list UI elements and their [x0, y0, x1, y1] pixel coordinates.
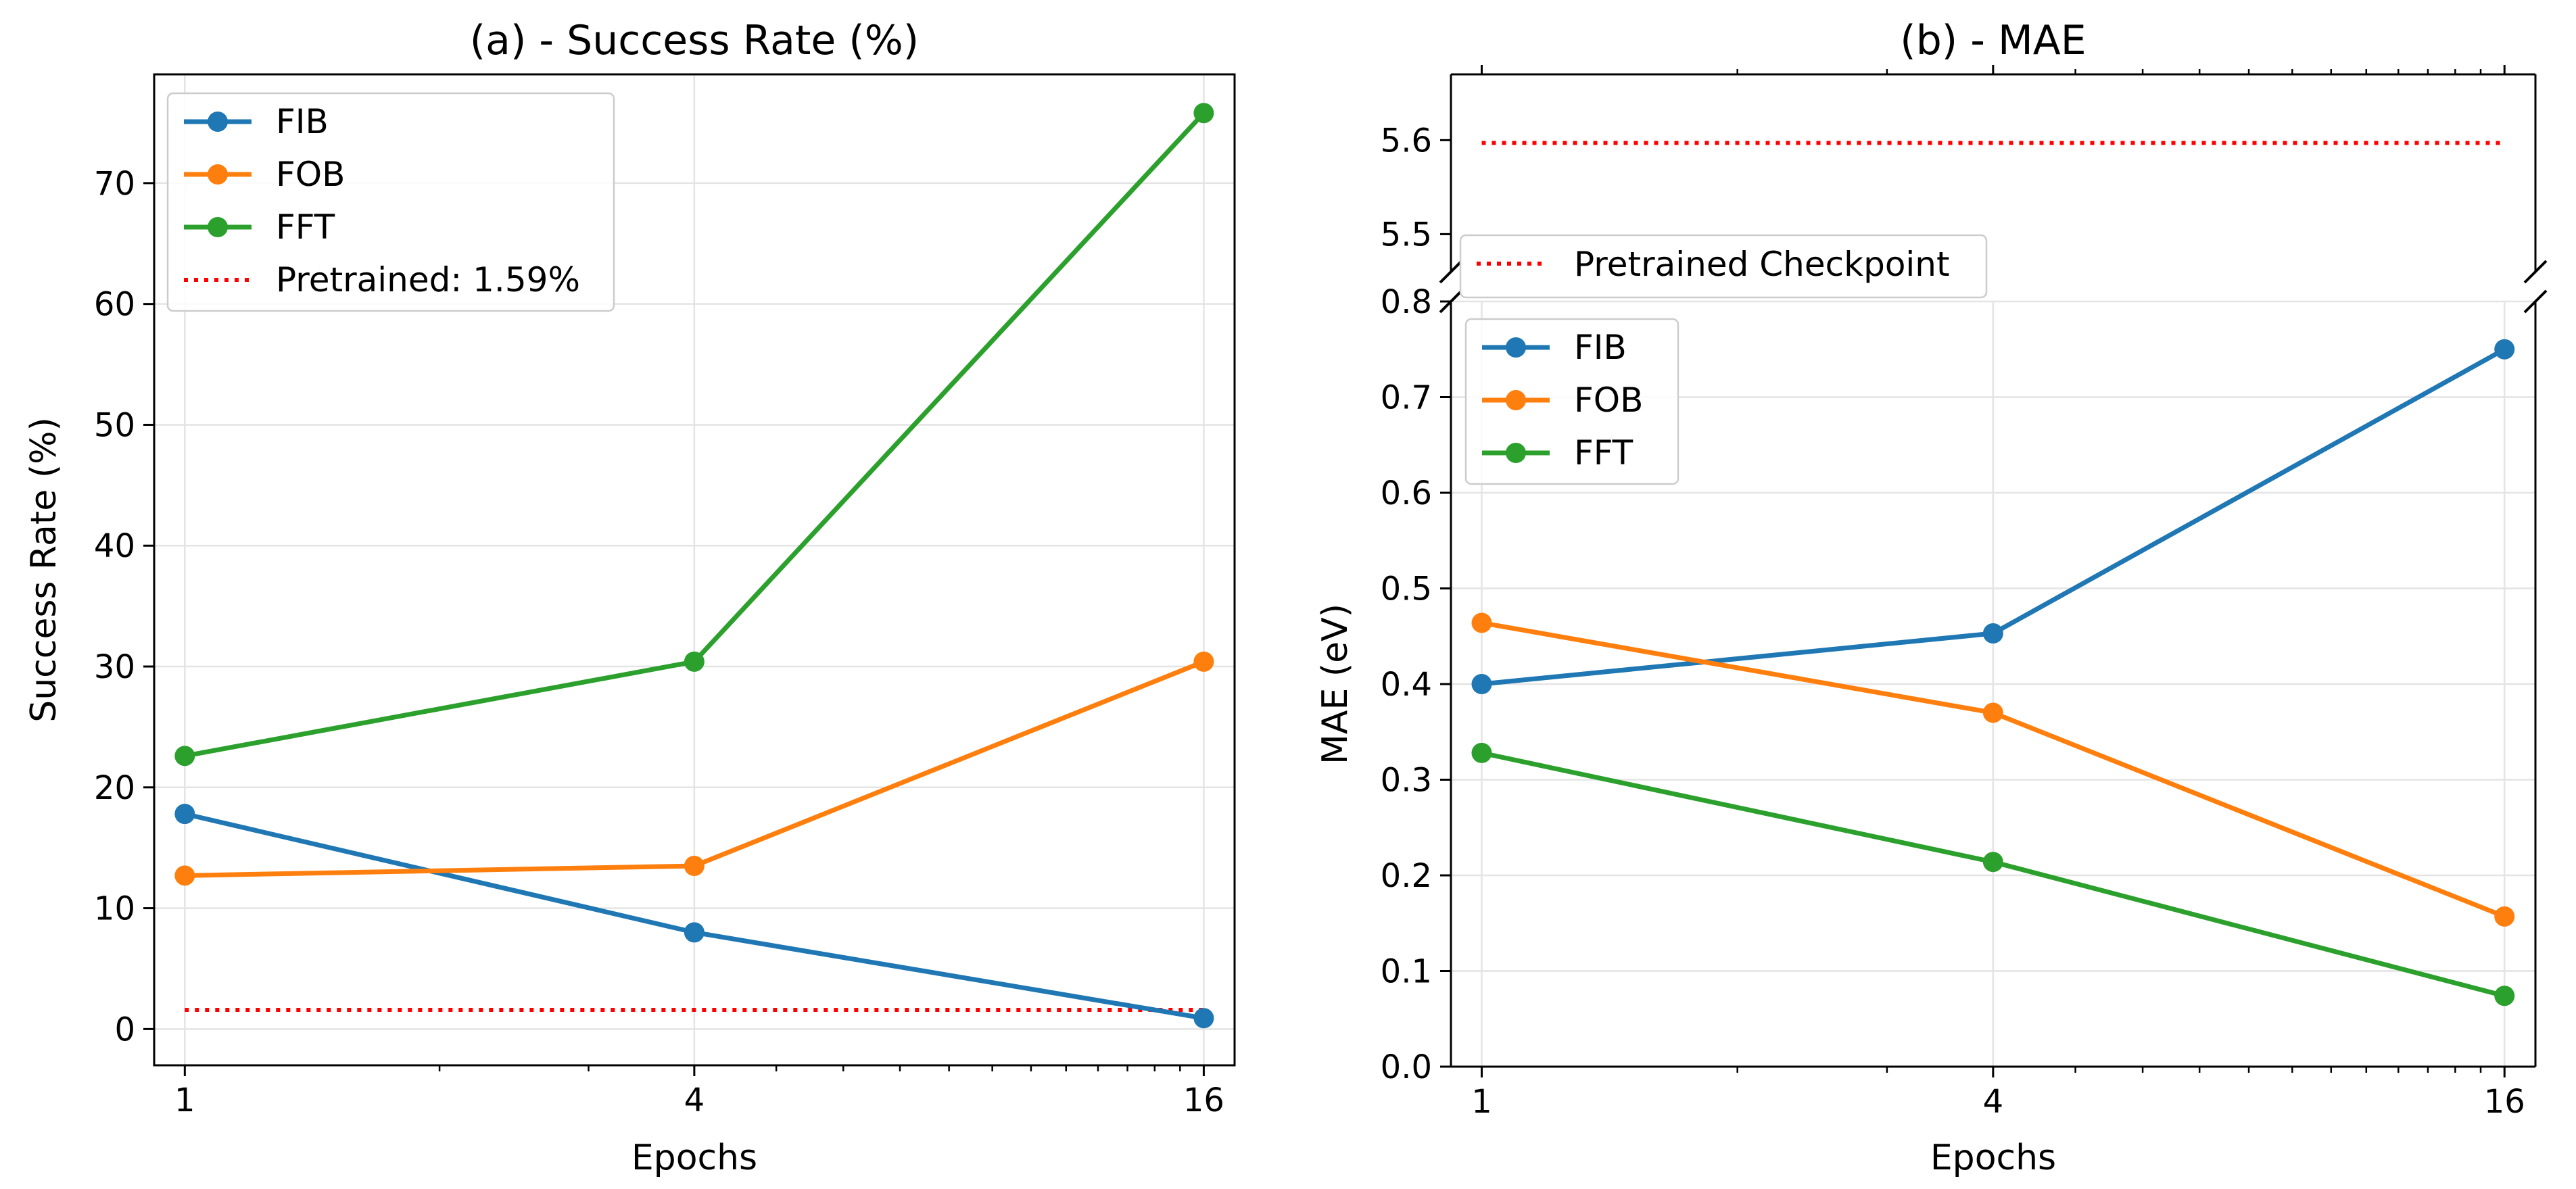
panel-success-rate: (a) - Success Rate (%) 0 10 20 30 40 50 60 70 1 4 1…: [24, 17, 1236, 1178]
x-axis-label: Epochs: [1930, 1138, 2056, 1178]
legend-label: FFT: [1574, 433, 1633, 472]
x-tick-label: 16: [2484, 1083, 2525, 1121]
y-tick-label: 50: [94, 406, 135, 444]
data-point-fib: [684, 922, 705, 943]
y-tick-label: 60: [94, 286, 135, 324]
data-point-fft: [1193, 103, 1214, 124]
data-point-fft: [1471, 742, 1492, 763]
data-point-fob: [1982, 702, 2003, 723]
y-axis-label: Success Rate (%): [24, 417, 64, 723]
legend-label: Pretrained: 1.59%: [276, 260, 580, 299]
x-tick-label: 1: [174, 1082, 195, 1119]
y-tick-label: 5.5: [1381, 216, 1432, 253]
legend-marker-fib: [208, 112, 228, 132]
data-point-fib: [1471, 674, 1492, 694]
data-point-fob: [1193, 651, 1214, 672]
y-tick-label: 0.7: [1381, 379, 1432, 417]
y-axis-label: MAE (eV): [1315, 604, 1356, 765]
x-tick-label: 16: [1183, 1082, 1224, 1119]
legend-label: FOB: [276, 155, 345, 194]
legend-marker-fob: [208, 164, 228, 185]
chart-title: (a) - Success Rate (%): [470, 17, 919, 64]
axis-break-mark: [1439, 260, 1463, 284]
data-point-fib: [174, 804, 195, 825]
data-point-fft: [2494, 986, 2515, 1006]
y-tick-label: 0.3: [1381, 762, 1432, 800]
legend-marker-fft: [208, 217, 228, 237]
y-tick-label: 5.6: [1381, 122, 1432, 160]
legend-marker-fob: [1506, 390, 1526, 410]
legend-label: Pretrained Checkpoint: [1574, 245, 1950, 284]
axis-break-mark: [2523, 260, 2548, 284]
y-tick-label: 0.6: [1381, 475, 1432, 512]
y-tick-label: 30: [94, 648, 135, 686]
y-tick-label: 0.0: [1381, 1048, 1432, 1086]
y-tick-label: 0.2: [1381, 857, 1432, 895]
legend-marker-fib: [1506, 337, 1526, 358]
data-point-fob: [174, 865, 195, 886]
legend-label: FIB: [1574, 328, 1627, 367]
data-point-fib: [2494, 339, 2515, 360]
y-tick-label: 0.1: [1381, 953, 1432, 991]
reference-legend-box: [1459, 234, 1988, 299]
data-point-fib: [1193, 1008, 1214, 1029]
panel-mae: (b) - MAE 5.5 5.6 0.0 0.1 0.2 0.3 0.4 0.5 0.6 0.7 0…: [1315, 17, 2548, 1178]
legend-box: [1464, 318, 1679, 485]
y-tick-label: 0.8: [1381, 283, 1432, 321]
data-point-fft: [174, 746, 195, 767]
y-tick-label: 0: [114, 1011, 135, 1048]
y-tick-label: 0.4: [1381, 666, 1432, 704]
y-tick-label: 40: [94, 527, 135, 565]
y-tick-label: 20: [94, 769, 135, 807]
data-point-fib: [1982, 623, 2003, 644]
data-point-fft: [684, 651, 705, 672]
legend-label: FIB: [276, 102, 329, 141]
y-tick-label: 0.5: [1381, 571, 1432, 608]
chart-title: (b) - MAE: [1900, 17, 2086, 64]
data-point-fob: [1471, 612, 1492, 633]
legend-label: FOB: [1574, 381, 1643, 420]
legend-box: [166, 92, 615, 312]
x-axis-label: Epochs: [631, 1138, 757, 1178]
data-point-fob: [2494, 906, 2515, 927]
y-tick-label: 70: [94, 165, 135, 203]
legend-marker-fft: [1506, 443, 1526, 463]
data-point-fob: [684, 856, 705, 877]
x-tick-label: 4: [684, 1082, 705, 1119]
axis-break-mark: [2523, 289, 2548, 314]
x-tick-label: 1: [1471, 1083, 1492, 1121]
x-tick-label: 4: [1983, 1083, 2004, 1121]
data-point-fft: [1982, 852, 2003, 873]
legend-label: FFT: [276, 208, 335, 247]
y-tick-label: 10: [94, 890, 135, 928]
